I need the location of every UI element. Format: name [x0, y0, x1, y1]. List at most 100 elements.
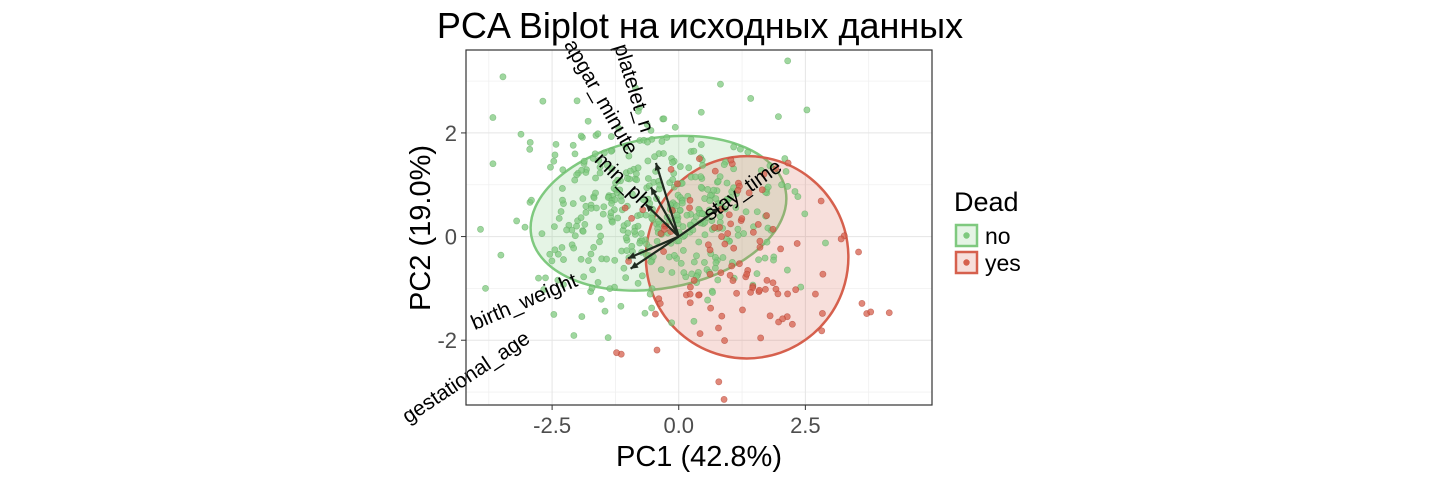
point-no	[538, 230, 546, 238]
point-no	[571, 232, 579, 240]
point-no	[578, 166, 586, 174]
point-no	[482, 284, 489, 292]
point-yes	[763, 212, 770, 219]
chart-title: PCA Biplot на исходных данных	[437, 5, 963, 46]
point-no	[822, 239, 829, 247]
point-no	[636, 239, 644, 247]
point-no	[593, 204, 600, 212]
point-no	[697, 141, 705, 148]
point-no	[547, 163, 554, 171]
point-no	[591, 150, 599, 158]
point-yes	[656, 300, 664, 307]
point-no	[720, 161, 728, 169]
point-no	[633, 176, 641, 184]
point-yes	[706, 270, 714, 278]
point-yes	[792, 286, 800, 294]
point-no	[560, 256, 567, 263]
point-no	[692, 173, 699, 181]
point-no	[622, 234, 630, 242]
point-no	[617, 302, 625, 310]
point-no	[690, 147, 698, 155]
point-no	[596, 169, 604, 177]
x-tick-label: -2.5	[533, 413, 571, 438]
point-no	[634, 222, 642, 230]
point-no	[706, 197, 714, 205]
point-no	[643, 240, 650, 248]
point-no	[569, 141, 577, 149]
point-no	[558, 185, 566, 192]
point-no	[578, 313, 586, 320]
point-no	[641, 309, 649, 317]
point-yes	[766, 312, 774, 320]
point-yes	[819, 310, 826, 317]
loading-arrowhead	[628, 252, 637, 259]
point-yes	[728, 262, 736, 270]
point-no	[589, 266, 597, 274]
y-axis-title: PC2 (19.0%)	[405, 145, 437, 311]
point-yes	[772, 165, 780, 173]
point-yes	[613, 349, 620, 357]
point-no	[526, 145, 534, 153]
point-no	[747, 95, 755, 102]
point-yes	[621, 204, 629, 212]
point-yes	[757, 334, 765, 342]
point-no	[690, 317, 698, 325]
point-no	[551, 151, 559, 159]
point-no	[539, 97, 547, 105]
point-yes	[756, 243, 764, 251]
point-yes	[726, 271, 734, 279]
point-no	[657, 266, 665, 274]
point-yes	[707, 304, 715, 312]
point-no	[489, 114, 497, 121]
point-no	[625, 152, 633, 160]
point-no	[687, 136, 695, 143]
point-no	[778, 181, 786, 189]
point-no	[489, 160, 497, 168]
point-no	[588, 284, 596, 292]
x-tick-label: 2.5	[790, 413, 821, 438]
point-no	[712, 259, 720, 267]
point-no	[535, 274, 542, 282]
point-yes	[686, 290, 694, 298]
point-yes	[769, 279, 777, 287]
point-no	[521, 223, 529, 231]
point-no	[628, 242, 636, 250]
y-tick-label: -2	[437, 328, 457, 353]
point-yes	[686, 283, 694, 291]
point-no	[730, 143, 738, 151]
point-no	[607, 209, 615, 217]
point-yes	[867, 308, 875, 316]
point-yes	[788, 320, 796, 328]
point-no	[577, 255, 585, 263]
point-no	[579, 195, 587, 203]
point-no	[499, 73, 507, 81]
legend-title: Dead	[954, 187, 1019, 217]
point-yes	[733, 289, 740, 297]
point-no	[592, 189, 599, 197]
point-yes	[667, 165, 675, 173]
point-no	[709, 289, 716, 296]
legend-label-yes: yes	[985, 250, 1021, 276]
point-no	[528, 196, 535, 204]
point-no	[550, 223, 558, 230]
point-yes	[818, 327, 826, 335]
point-no	[677, 259, 685, 267]
point-no	[744, 148, 752, 156]
point-yes	[739, 306, 746, 314]
point-no	[658, 138, 666, 145]
point-no	[646, 290, 654, 298]
point-no	[618, 197, 625, 205]
point-yes	[745, 189, 753, 197]
point-no	[606, 285, 614, 292]
point-yes	[718, 233, 726, 240]
point-no	[634, 107, 642, 115]
point-no	[770, 256, 777, 264]
point-no	[622, 274, 630, 282]
point-no	[651, 153, 658, 161]
point-no	[557, 208, 565, 215]
point-no	[573, 97, 581, 105]
point-no	[766, 162, 774, 170]
point-no	[513, 217, 521, 225]
loading-arrowhead	[650, 187, 658, 196]
point-yes	[690, 277, 698, 284]
